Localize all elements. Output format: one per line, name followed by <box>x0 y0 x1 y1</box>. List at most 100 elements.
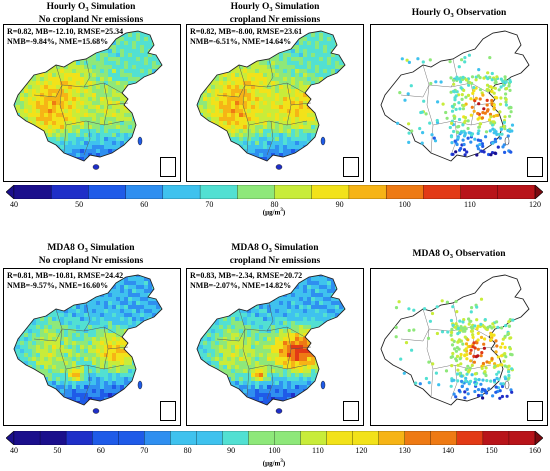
field-cell <box>108 325 112 329</box>
field-cell <box>64 353 68 357</box>
field-cell <box>124 61 128 65</box>
field-cell <box>120 65 124 69</box>
field-cell <box>327 37 331 41</box>
field-cell <box>52 313 56 317</box>
field-cell <box>275 101 279 105</box>
field-cell <box>96 141 100 145</box>
field-cell <box>283 81 287 85</box>
field-cell <box>84 137 88 141</box>
field-cell <box>64 85 68 89</box>
field-cell <box>64 357 68 361</box>
station-dot <box>450 104 454 108</box>
field-cell <box>92 113 96 117</box>
field-cell <box>132 297 136 301</box>
field-cell <box>20 113 24 117</box>
field-cell <box>100 125 104 129</box>
field-cell <box>96 129 100 133</box>
field-cell <box>104 317 108 321</box>
field-cell <box>52 369 56 373</box>
field-cell <box>108 313 112 317</box>
field-cell <box>315 65 319 69</box>
field-cell <box>227 121 231 125</box>
province-border <box>216 84 246 98</box>
field-cell <box>80 345 84 349</box>
field-cell <box>299 121 303 125</box>
field-cell <box>299 37 303 41</box>
field-cell <box>60 129 64 133</box>
field-cell <box>72 65 76 69</box>
field-cell <box>80 109 84 113</box>
field-cell <box>120 357 124 361</box>
station-dot <box>409 84 413 88</box>
field-cell <box>299 133 303 137</box>
field-cell <box>44 113 48 117</box>
field-cell <box>108 309 112 313</box>
field-cell <box>88 57 92 61</box>
field-cell <box>80 145 84 149</box>
colorbar-tick-label: 80 <box>270 200 279 209</box>
field-cell <box>239 105 243 109</box>
field-cell <box>283 53 287 57</box>
field-cell <box>291 149 295 153</box>
field-cell <box>92 301 96 305</box>
province-border <box>244 82 306 94</box>
field-cell <box>323 45 327 49</box>
field-cell <box>207 117 211 121</box>
field-cell <box>84 77 88 81</box>
field-cell <box>128 357 132 361</box>
colorbar-segment <box>385 185 424 199</box>
field-cell <box>231 125 235 129</box>
field-cell <box>28 361 32 365</box>
field-cell <box>28 109 32 113</box>
field-cell <box>72 89 76 93</box>
field-cell <box>92 321 96 325</box>
field-cell <box>20 97 24 101</box>
field-cell <box>315 77 319 81</box>
field-cell <box>88 301 92 305</box>
field-cell <box>120 305 124 309</box>
field-cell <box>235 129 239 133</box>
field-cell <box>76 137 80 141</box>
field-cell <box>36 117 40 121</box>
field-cell <box>124 281 128 285</box>
field-cell <box>275 109 279 113</box>
station-dot <box>407 131 411 135</box>
field-cell <box>28 97 32 101</box>
field-cell <box>104 297 108 301</box>
field-cell <box>251 81 255 85</box>
field-cell <box>32 85 36 89</box>
field-cell <box>215 77 219 81</box>
field-cell <box>64 81 68 85</box>
field-cell <box>259 113 263 117</box>
field-cell <box>44 125 48 129</box>
field-cell <box>32 321 36 325</box>
field-cell <box>287 49 291 53</box>
field-cell <box>96 305 100 309</box>
field-cell <box>307 113 311 117</box>
field-cell <box>124 369 128 373</box>
station-dot <box>441 102 445 106</box>
field-cell <box>112 89 116 93</box>
field-cell <box>84 109 88 113</box>
field-cell <box>104 301 108 305</box>
field-cell <box>100 129 104 133</box>
field-cell <box>96 301 100 305</box>
field-cell <box>108 69 112 73</box>
field-cell <box>279 129 283 133</box>
field-cell <box>104 309 108 313</box>
field-cell <box>84 85 88 89</box>
field-cell <box>124 125 128 129</box>
field-cell <box>92 117 96 121</box>
field-cell <box>207 113 211 117</box>
field-cell <box>68 341 72 345</box>
field-cell <box>112 81 116 85</box>
field-cell <box>116 45 120 49</box>
field-cell <box>307 97 311 101</box>
field-cell <box>211 109 215 113</box>
field-cell <box>132 73 136 77</box>
field-cell <box>339 61 343 65</box>
field-cell <box>140 277 144 281</box>
field-cell <box>40 121 44 125</box>
field-cell <box>267 77 271 81</box>
station-dot <box>467 83 471 87</box>
